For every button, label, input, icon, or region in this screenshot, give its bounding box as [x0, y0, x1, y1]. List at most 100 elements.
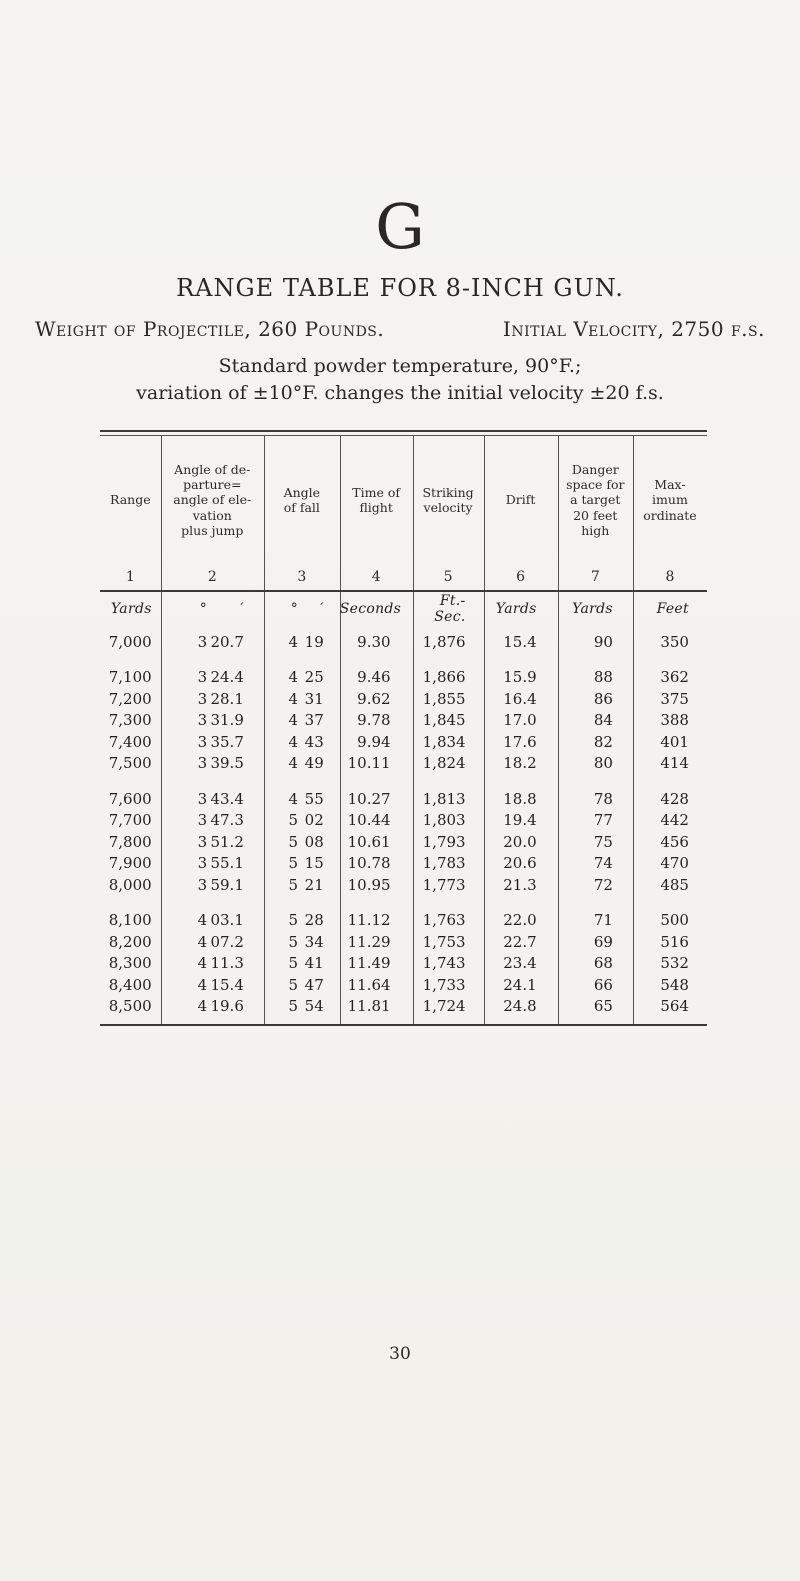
table-cell: 20.0	[503, 832, 537, 851]
minutes-value: 31.9	[210, 711, 244, 730]
table-cell: 485	[660, 875, 689, 894]
table-cell: 7,500	[108, 754, 152, 773]
degrees-value: 5	[288, 932, 299, 951]
degrees-value: 3	[197, 632, 208, 651]
minutes-value: 11.3	[210, 954, 244, 973]
table-cell: 414	[660, 754, 689, 773]
angle-cell: 3 59.1	[161, 876, 264, 894]
angle-cell: 3 55.1	[161, 854, 264, 872]
minutes-value: 34	[304, 932, 324, 951]
column-header-drift: Drift	[505, 492, 536, 508]
initial-velocity-label: Initial Velocity, 2750 f.s.	[502, 317, 765, 341]
table-cell: 7,900	[108, 854, 152, 873]
table-cell: 18.2	[503, 754, 537, 773]
table-cell: 516	[660, 932, 689, 951]
table-cell: 1,834	[422, 732, 466, 751]
table-cell: 20.6	[503, 854, 537, 873]
minutes-value: 03.1	[210, 911, 244, 930]
table-cell: 388	[660, 711, 689, 730]
angle-cell: 4 11.3	[161, 954, 264, 972]
table-cell: 1,783	[422, 854, 466, 873]
column-number: 7	[590, 569, 600, 585]
table-cell: 10.44	[347, 811, 391, 830]
table-cell: 1,793	[422, 832, 466, 851]
column-rule	[632, 435, 634, 1025]
table-cell: Yards	[495, 601, 537, 617]
table-row: 7,000 3 20.7 4 19 9.30 1,876 15.4 90 350	[100, 631, 707, 653]
table-cell: 11.29	[347, 932, 391, 951]
table-row: 8,300 4 11.3 5 41 11.49 1,743 23.4 68 532	[100, 953, 707, 975]
table-cell: 548	[660, 975, 689, 994]
minutes-value: 55	[304, 789, 324, 808]
table-cell: 1,845	[422, 711, 466, 730]
table-cell: 470	[660, 854, 689, 873]
table-row: 7,400 3 35.7 4 43 9.94 1,834 17.6 82 401	[100, 731, 707, 753]
table-row: 7,600 3 43.4 4 55 10.27 1,813 18.8 78 428	[100, 788, 707, 810]
degrees-value: 3	[197, 875, 208, 894]
angle-cell: 4 03.1	[161, 911, 264, 929]
table-cell: 9.62	[357, 689, 391, 708]
section-letter: G	[375, 190, 425, 263]
table-cell: Yards	[572, 601, 613, 617]
angle-cell: 5 28	[264, 911, 340, 929]
table-cell: 350	[660, 632, 689, 651]
table-cell: 10.95	[347, 875, 391, 894]
minutes-value: 02	[304, 811, 324, 830]
column-number: 2	[207, 569, 217, 585]
degrees-value: 3	[197, 754, 208, 773]
degrees-value: 4	[197, 997, 208, 1016]
table-cell: 15.9	[503, 668, 537, 687]
table-row: 7,800 3 51.2 5 08 10.61 1,793 20.0 75 456	[100, 831, 707, 853]
table-cell: 1,855	[422, 689, 466, 708]
column-rule	[263, 435, 265, 1025]
degrees-value: 3	[197, 811, 208, 830]
table-cell: 23.4	[503, 954, 537, 973]
table-row: 8,200 4 07.2 5 34 11.29 1,753 22.7 69 516	[100, 931, 707, 953]
degrees-value: 4	[288, 754, 299, 773]
minutes-value: ′	[320, 601, 324, 617]
table-row: 7,100 3 24.4 4 25 9.46 1,866 15.9 88 362	[100, 667, 707, 689]
powder-temperature-note: Standard powder temperature, 90°F.;	[218, 355, 582, 377]
table-cell: 1,724	[422, 997, 466, 1016]
table-cell: 10.27	[347, 789, 391, 808]
minutes-value: 28	[304, 911, 324, 930]
table-cell: 69	[593, 932, 613, 951]
angle-cell: 3 24.4	[161, 668, 264, 686]
table-row: 8,500 4 19.6 5 54 11.81 1,724 24.8 65 564	[100, 996, 707, 1018]
minutes-value: 07.2	[210, 932, 244, 951]
minutes-value: 24.4	[210, 668, 244, 687]
minutes-value: 49	[304, 754, 324, 773]
angle-cell: 4 49	[264, 754, 340, 772]
angle-cell: 3 47.3	[161, 811, 264, 829]
angle-cell: 5 41	[264, 954, 340, 972]
angle-cell: 4 07.2	[161, 933, 264, 951]
table-cell: 7,800	[108, 832, 152, 851]
column-header-danger-space: Danger space for a target 20 feet high	[566, 461, 625, 538]
degrees-value: 3	[197, 832, 208, 851]
range-table: Range Angle of de- parture= angle of ele…	[100, 430, 707, 1026]
column-header-maximum-ordinate: Max- imum ordinate	[643, 477, 697, 523]
angle-cell: 3 51.2	[161, 833, 264, 851]
table-cell: 532	[660, 954, 689, 973]
table-cell: Ft.-Sec.	[434, 593, 466, 625]
table-cell: 75	[593, 832, 613, 851]
table-cell: 80	[593, 754, 613, 773]
angle-cell: 4 31	[264, 690, 340, 708]
table-cell: 22.7	[503, 932, 537, 951]
table-cell: 428	[660, 789, 689, 808]
table-cell: 9.46	[357, 668, 391, 687]
table-cell: 7,300	[108, 711, 152, 730]
table-row: 7,700 3 47.3 5 02 10.44 1,803 19.4 77 442	[100, 810, 707, 832]
degrees-value: 4	[197, 911, 208, 930]
minutes-value: 28.1	[210, 689, 244, 708]
column-header-angle-of-departure: Angle of de- parture= angle of ele- vati…	[173, 461, 252, 538]
degrees-value: 4	[288, 668, 299, 687]
angle-cell: 3 31.9	[161, 711, 264, 729]
degrees-value: 5	[288, 832, 299, 851]
degrees-value: 5	[288, 854, 299, 873]
table-cell: 19.4	[503, 811, 537, 830]
table-cell: 72	[593, 875, 613, 894]
table-cell: 564	[660, 997, 689, 1016]
table-cell: 74	[593, 854, 613, 873]
table-cell: 78	[593, 789, 613, 808]
